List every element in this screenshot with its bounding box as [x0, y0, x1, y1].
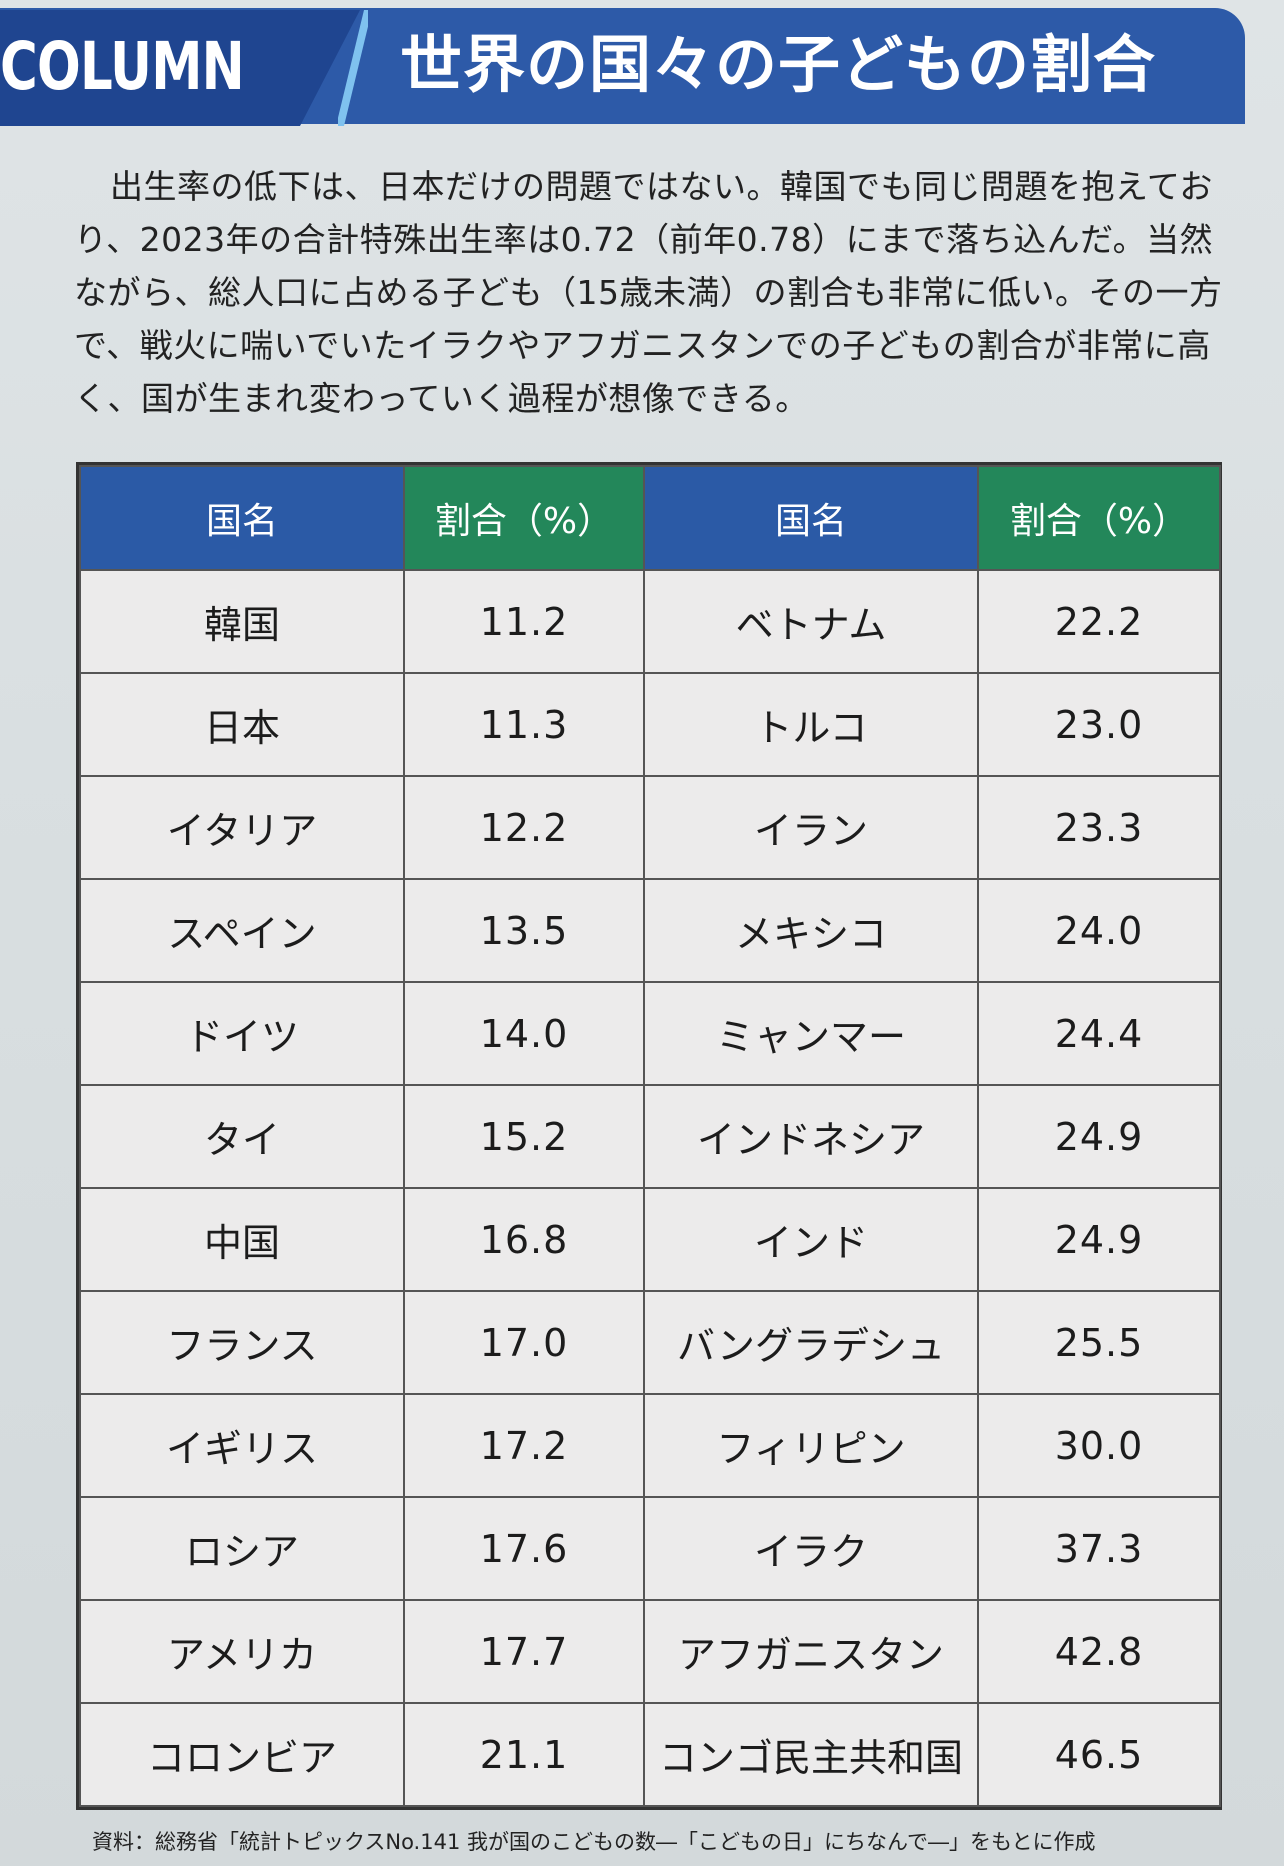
country-cell: ミャンマー — [643, 981, 979, 1086]
country-cell: トルコ — [643, 672, 979, 777]
ratio-cell: 21.1 — [403, 1702, 645, 1807]
table-row: アメリカ 17.7 アフガニスタン 42.8 — [79, 1599, 1221, 1704]
ratio-cell: 13.5 — [403, 878, 645, 983]
ratio-cell: 23.3 — [977, 775, 1221, 880]
table-row: スペイン 13.5 メキシコ 24.0 — [79, 878, 1221, 983]
ratio-cell: 24.9 — [977, 1187, 1221, 1292]
country-cell: メキシコ — [643, 878, 979, 983]
country-cell: イタリア — [79, 775, 405, 880]
table-row: イタリア 12.2 イラン 23.3 — [79, 775, 1221, 880]
ratio-cell: 17.2 — [403, 1393, 645, 1498]
header-ratio-2: 割合（%） — [977, 465, 1221, 571]
ratio-cell: 24.0 — [977, 878, 1221, 983]
country-cell: アメリカ — [79, 1599, 405, 1704]
ratio-cell: 17.7 — [403, 1599, 645, 1704]
ratio-cell: 30.0 — [977, 1393, 1221, 1498]
table-row: 日本 11.3 トルコ 23.0 — [79, 672, 1221, 777]
table-row: コロンビア 21.1 コンゴ民主共和国 46.5 — [79, 1702, 1221, 1807]
country-cell: 韓国 — [79, 569, 405, 674]
ratio-cell: 16.8 — [403, 1187, 645, 1292]
country-cell: フランス — [79, 1290, 405, 1395]
header-country-2: 国名 — [643, 465, 979, 571]
ratio-cell: 37.3 — [977, 1496, 1221, 1601]
data-table-container: 国名 割合（%） 国名 割合（%） 韓国 11.2 ベトナム 22.2 日本 11.3 トル… — [76, 462, 1222, 1810]
ratio-cell: 25.5 — [977, 1290, 1221, 1395]
country-cell: バングラデシュ — [643, 1290, 979, 1395]
table-row: イギリス 17.2 フィリピン 30.0 — [79, 1393, 1221, 1498]
country-cell: タイ — [79, 1084, 405, 1189]
country-cell: 中国 — [79, 1187, 405, 1292]
source-note: 資料：総務省「統計トピックスNo.141 我が国のこどもの数―「こどもの日」にち… — [92, 1830, 1096, 1854]
ratio-cell: 11.3 — [403, 672, 645, 777]
country-cell: ロシア — [79, 1496, 405, 1601]
table-row: 中国 16.8 インド 24.9 — [79, 1187, 1221, 1292]
country-cell: イラク — [643, 1496, 979, 1601]
country-cell: ドイツ — [79, 981, 405, 1086]
column-label-band — [0, 10, 360, 126]
ratio-cell: 42.8 — [977, 1599, 1221, 1704]
ratio-cell: 22.2 — [977, 569, 1221, 674]
table-row: 韓国 11.2 ベトナム 22.2 — [79, 569, 1221, 674]
country-cell: インドネシア — [643, 1084, 979, 1189]
country-cell: イラン — [643, 775, 979, 880]
country-cell: コンゴ民主共和国 — [643, 1702, 979, 1807]
table-body: 韓国 11.2 ベトナム 22.2 日本 11.3 トルコ 23.0 イタリア 12.2 イラン 23… — [79, 569, 1221, 1807]
column-label: COLUMN — [0, 28, 245, 105]
table-row: フランス 17.0 バングラデシュ 25.5 — [79, 1290, 1221, 1395]
ratio-cell: 17.0 — [403, 1290, 645, 1395]
country-cell: フィリピン — [643, 1393, 979, 1498]
header-ratio-1: 割合（%） — [403, 465, 645, 571]
header-country-1: 国名 — [79, 465, 405, 571]
ratio-cell: 24.4 — [977, 981, 1221, 1086]
ratio-cell: 24.9 — [977, 1084, 1221, 1189]
country-cell: 日本 — [79, 672, 405, 777]
country-cell: イギリス — [79, 1393, 405, 1498]
table-row: ドイツ 14.0 ミャンマー 24.4 — [79, 981, 1221, 1086]
country-cell: スペイン — [79, 878, 405, 983]
page-title: 世界の国々の子どもの割合 — [400, 28, 1157, 101]
ratio-cell: 11.2 — [403, 569, 645, 674]
ratio-cell: 12.2 — [403, 775, 645, 880]
country-cell: アフガニスタン — [643, 1599, 979, 1704]
children-ratio-table: 国名 割合（%） 国名 割合（%） 韓国 11.2 ベトナム 22.2 日本 11.3 トル… — [79, 465, 1221, 1807]
ratio-cell: 15.2 — [403, 1084, 645, 1189]
ratio-cell: 23.0 — [977, 672, 1221, 777]
country-cell: コロンビア — [79, 1702, 405, 1807]
country-cell: インド — [643, 1187, 979, 1292]
country-cell: ベトナム — [643, 569, 979, 674]
ratio-cell: 14.0 — [403, 981, 645, 1086]
table-header-row: 国名 割合（%） 国名 割合（%） — [79, 465, 1221, 571]
ratio-cell: 46.5 — [977, 1702, 1221, 1807]
table-row: ロシア 17.6 イラク 37.3 — [79, 1496, 1221, 1601]
ratio-cell: 17.6 — [403, 1496, 645, 1601]
table-row: タイ 15.2 インドネシア 24.9 — [79, 1084, 1221, 1189]
body-paragraph: 出生率の低下は、日本だけの問題ではない。韓国でも同じ問題を抱えており、2023年… — [74, 167, 1223, 418]
